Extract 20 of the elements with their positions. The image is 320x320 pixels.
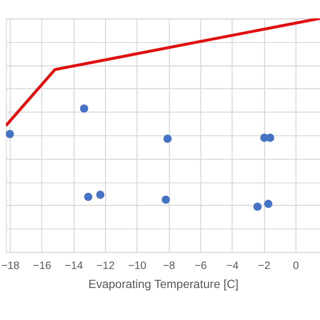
x-axis-title: Evaporating Temperature [C] xyxy=(88,278,239,291)
point xyxy=(96,190,104,199)
x-tick-label: −12 xyxy=(96,260,115,272)
x-tick-label: −14 xyxy=(64,260,83,272)
x-tick-label: −6 xyxy=(194,260,207,272)
point xyxy=(264,200,272,208)
point xyxy=(6,130,14,138)
point xyxy=(163,134,172,143)
x-tick-label: −2 xyxy=(258,260,270,272)
point xyxy=(266,134,274,142)
point xyxy=(80,104,88,113)
point xyxy=(253,202,262,211)
x-tick-label: 0 xyxy=(292,260,299,272)
x-tick-label: −18 xyxy=(1,260,20,272)
point xyxy=(162,196,170,204)
x-tick-label: −8 xyxy=(162,260,176,272)
x-tick-label: −4 xyxy=(226,260,239,272)
x-tick-label: −10 xyxy=(128,260,146,272)
x-tick-label: −16 xyxy=(32,260,52,272)
point xyxy=(84,192,92,201)
